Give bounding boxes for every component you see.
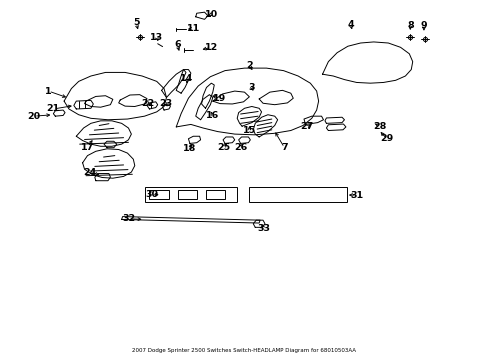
Text: 20: 20 — [27, 112, 41, 121]
Text: 27: 27 — [300, 122, 313, 131]
Bar — [177, 190, 197, 199]
Text: 19: 19 — [212, 94, 225, 103]
Text: 14: 14 — [180, 75, 193, 84]
Bar — [249, 187, 346, 202]
Text: 6: 6 — [174, 40, 180, 49]
Text: 1: 1 — [45, 86, 52, 95]
Text: 28: 28 — [373, 122, 386, 131]
Text: 17: 17 — [81, 143, 94, 152]
Text: 5: 5 — [133, 18, 139, 27]
Text: 22: 22 — [141, 99, 154, 108]
Text: 15: 15 — [243, 126, 255, 135]
Bar — [149, 190, 168, 199]
Text: 23: 23 — [159, 99, 172, 108]
Bar — [205, 190, 225, 199]
Text: 10: 10 — [204, 10, 218, 19]
Text: 26: 26 — [233, 143, 247, 152]
Text: 4: 4 — [347, 20, 353, 29]
Text: 29: 29 — [380, 134, 393, 143]
Text: 18: 18 — [183, 144, 196, 153]
Text: 3: 3 — [248, 83, 255, 92]
Text: 30: 30 — [145, 190, 158, 199]
Text: 25: 25 — [217, 143, 230, 152]
Text: 33: 33 — [257, 224, 270, 233]
Text: 21: 21 — [47, 104, 60, 113]
Text: 32: 32 — [122, 214, 135, 223]
Text: 2007 Dodge Sprinter 2500 Switches Switch-HEADLAMP Diagram for 68010503AA: 2007 Dodge Sprinter 2500 Switches Switch… — [132, 348, 356, 353]
Text: 8: 8 — [406, 21, 413, 30]
Bar — [144, 187, 237, 202]
Text: 12: 12 — [204, 43, 218, 52]
Text: 9: 9 — [420, 21, 427, 30]
Text: 11: 11 — [186, 24, 200, 33]
Text: 24: 24 — [82, 168, 96, 177]
Text: 2: 2 — [245, 62, 252, 71]
Text: 31: 31 — [349, 190, 363, 199]
Text: 7: 7 — [281, 143, 287, 152]
Text: 13: 13 — [150, 33, 163, 42]
Text: 16: 16 — [206, 111, 219, 120]
